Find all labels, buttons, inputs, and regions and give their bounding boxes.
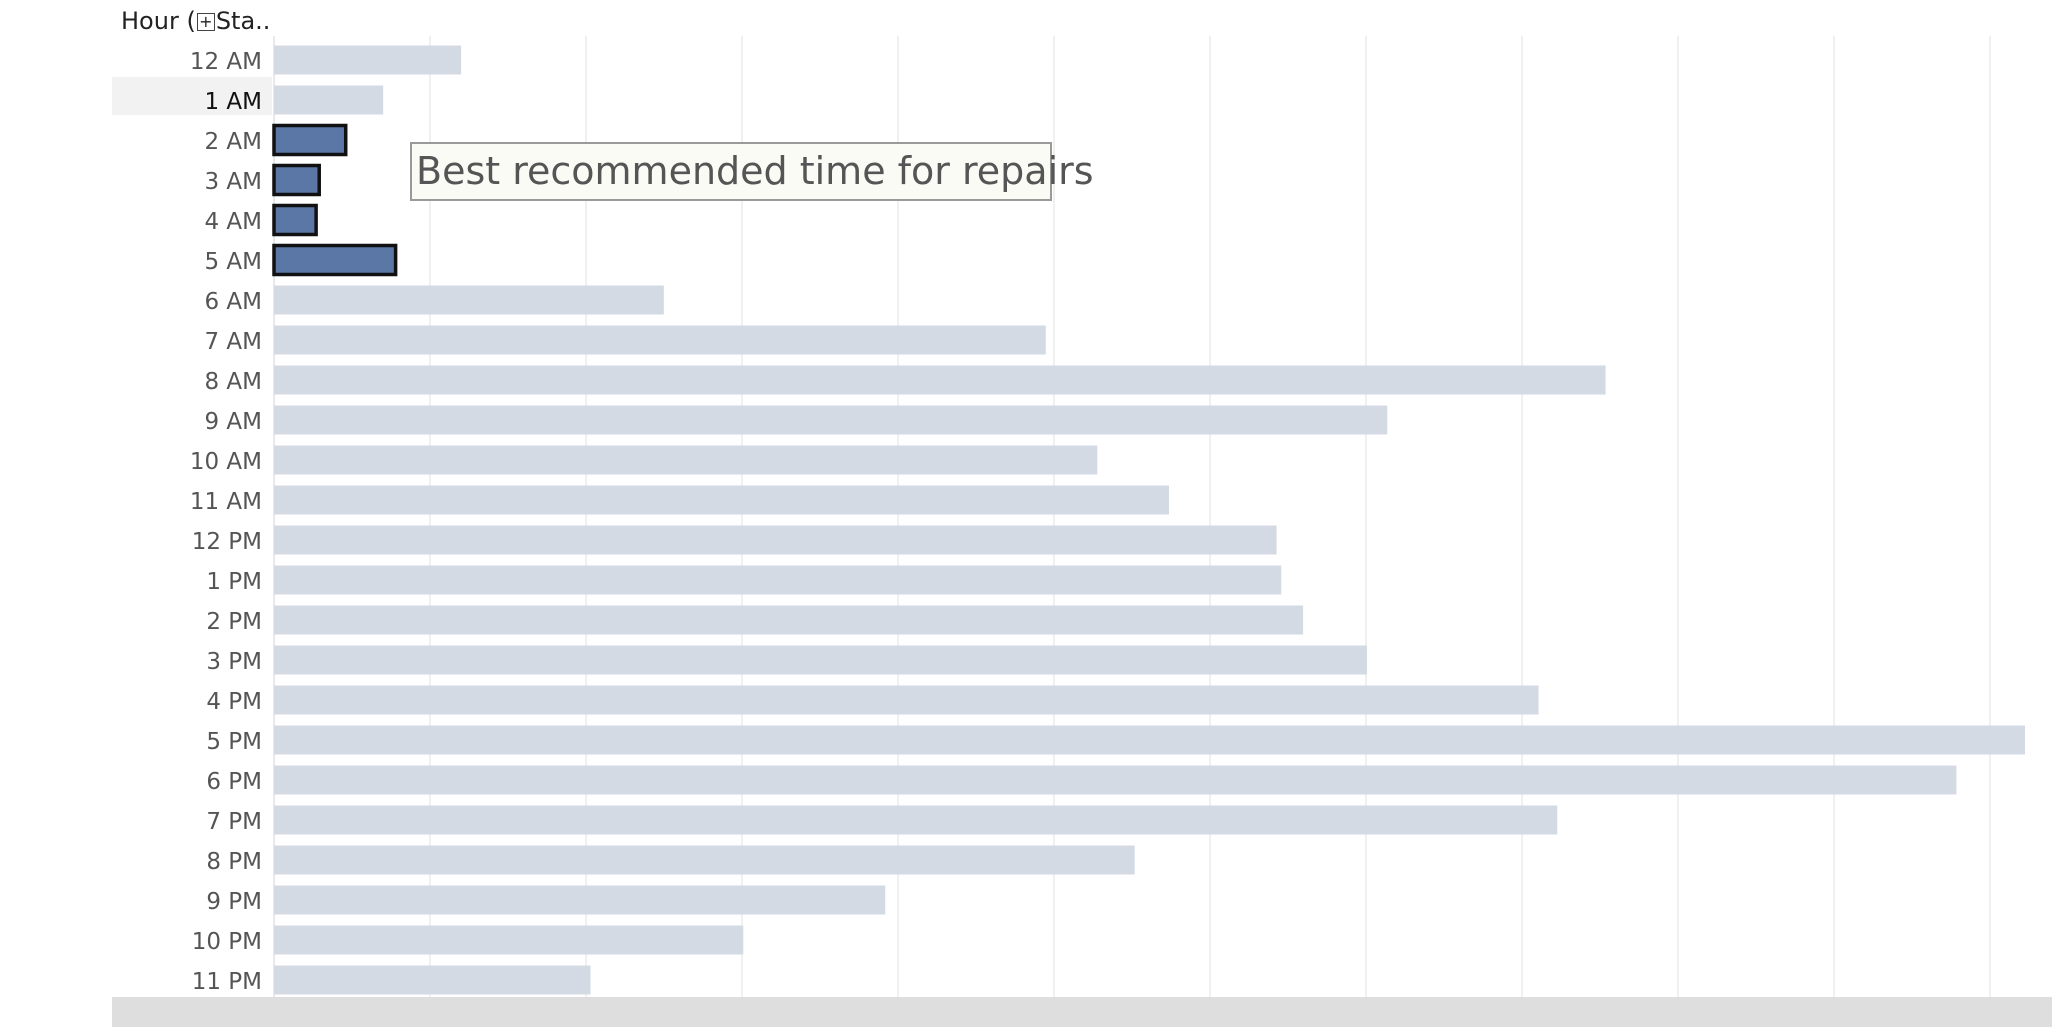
bar-9-pm[interactable] — [274, 885, 886, 915]
bar-5-pm[interactable] — [274, 725, 2025, 755]
category-label-4-pm[interactable]: 4 PM — [206, 689, 262, 715]
category-label-7-am[interactable]: 7 AM — [204, 329, 262, 355]
bar-7-pm[interactable] — [274, 805, 1558, 835]
category-label-5-am[interactable]: 5 AM — [204, 249, 262, 275]
bar-12-pm[interactable] — [274, 525, 1277, 555]
bar-chart: 12 AM 1 AM 2 AM 3 AM 4 AM 5 AM 6 AM 7 AM 8 AM 9 A… — [190, 36, 2025, 1000]
row-header: Hour (+ Sta.. — [121, 6, 270, 36]
bar-3-am[interactable] — [272, 163, 321, 197]
category-label-4-am[interactable]: 4 AM — [204, 209, 262, 235]
category-label-7-pm[interactable]: 7 PM — [206, 809, 262, 835]
bar-1-am[interactable] — [274, 85, 384, 115]
category-label-2-am[interactable]: 2 AM — [204, 129, 262, 155]
bar-3-pm[interactable] — [274, 645, 1368, 675]
category-label-12-am[interactable]: 12 AM — [190, 49, 262, 75]
header-label-start: Sta.. — [215, 7, 271, 35]
category-label-8-pm[interactable]: 8 PM — [206, 849, 262, 875]
header-label-hour: Hour ( — [121, 7, 196, 35]
horizontal-scrollbar[interactable] — [112, 997, 2052, 1027]
category-label-9-pm[interactable]: 9 PM — [206, 889, 262, 915]
bar-11-am[interactable] — [274, 485, 1169, 515]
category-label-9-am[interactable]: 9 AM — [204, 409, 262, 435]
category-label-11-pm[interactable]: 11 PM — [192, 969, 262, 995]
category-label-10-am[interactable]: 10 AM — [190, 449, 262, 475]
category-label-1-pm[interactable]: 1 PM — [206, 569, 262, 595]
category-label-10-pm[interactable]: 10 PM — [192, 929, 262, 955]
category-label-12-pm[interactable]: 12 PM — [192, 529, 262, 555]
bar-4-am[interactable] — [272, 203, 318, 237]
selected-row-highlight — [112, 77, 272, 115]
bar-10-pm[interactable] — [274, 925, 744, 955]
category-label-11-am[interactable]: 11 AM — [190, 489, 262, 515]
category-label-6-pm[interactable]: 6 PM — [206, 769, 262, 795]
bar-8-am[interactable] — [274, 365, 1606, 395]
bar-2-pm[interactable] — [274, 605, 1304, 635]
category-label-6-am[interactable]: 6 AM — [204, 289, 262, 315]
category-label-5-pm[interactable]: 5 PM — [206, 729, 262, 755]
bar-8-pm[interactable] — [274, 845, 1135, 875]
bar-12-am[interactable] — [274, 45, 462, 75]
bar-6-pm[interactable] — [274, 765, 1957, 795]
bar-4-pm[interactable] — [274, 685, 1539, 715]
category-label-8-am[interactable]: 8 AM — [204, 369, 262, 395]
category-label-3-pm[interactable]: 3 PM — [206, 649, 262, 675]
category-label-1-am[interactable]: 1 AM — [204, 89, 262, 115]
expand-icon[interactable]: + — [196, 13, 215, 31]
bar-11-pm[interactable] — [274, 965, 591, 995]
bar-6-am[interactable] — [274, 285, 664, 315]
category-label-3-am[interactable]: 3 AM — [204, 169, 262, 195]
category-label-2-pm[interactable]: 2 PM — [206, 609, 262, 635]
bar-9-am[interactable] — [274, 405, 1388, 435]
bar-2-am[interactable] — [272, 123, 348, 157]
bar-7-am[interactable] — [274, 325, 1046, 355]
bar-5-am[interactable] — [272, 243, 398, 277]
bar-1-pm[interactable] — [274, 565, 1282, 595]
bar-10-am[interactable] — [274, 445, 1098, 475]
annotation-callout: Best recommended time for repairs — [410, 142, 1094, 201]
